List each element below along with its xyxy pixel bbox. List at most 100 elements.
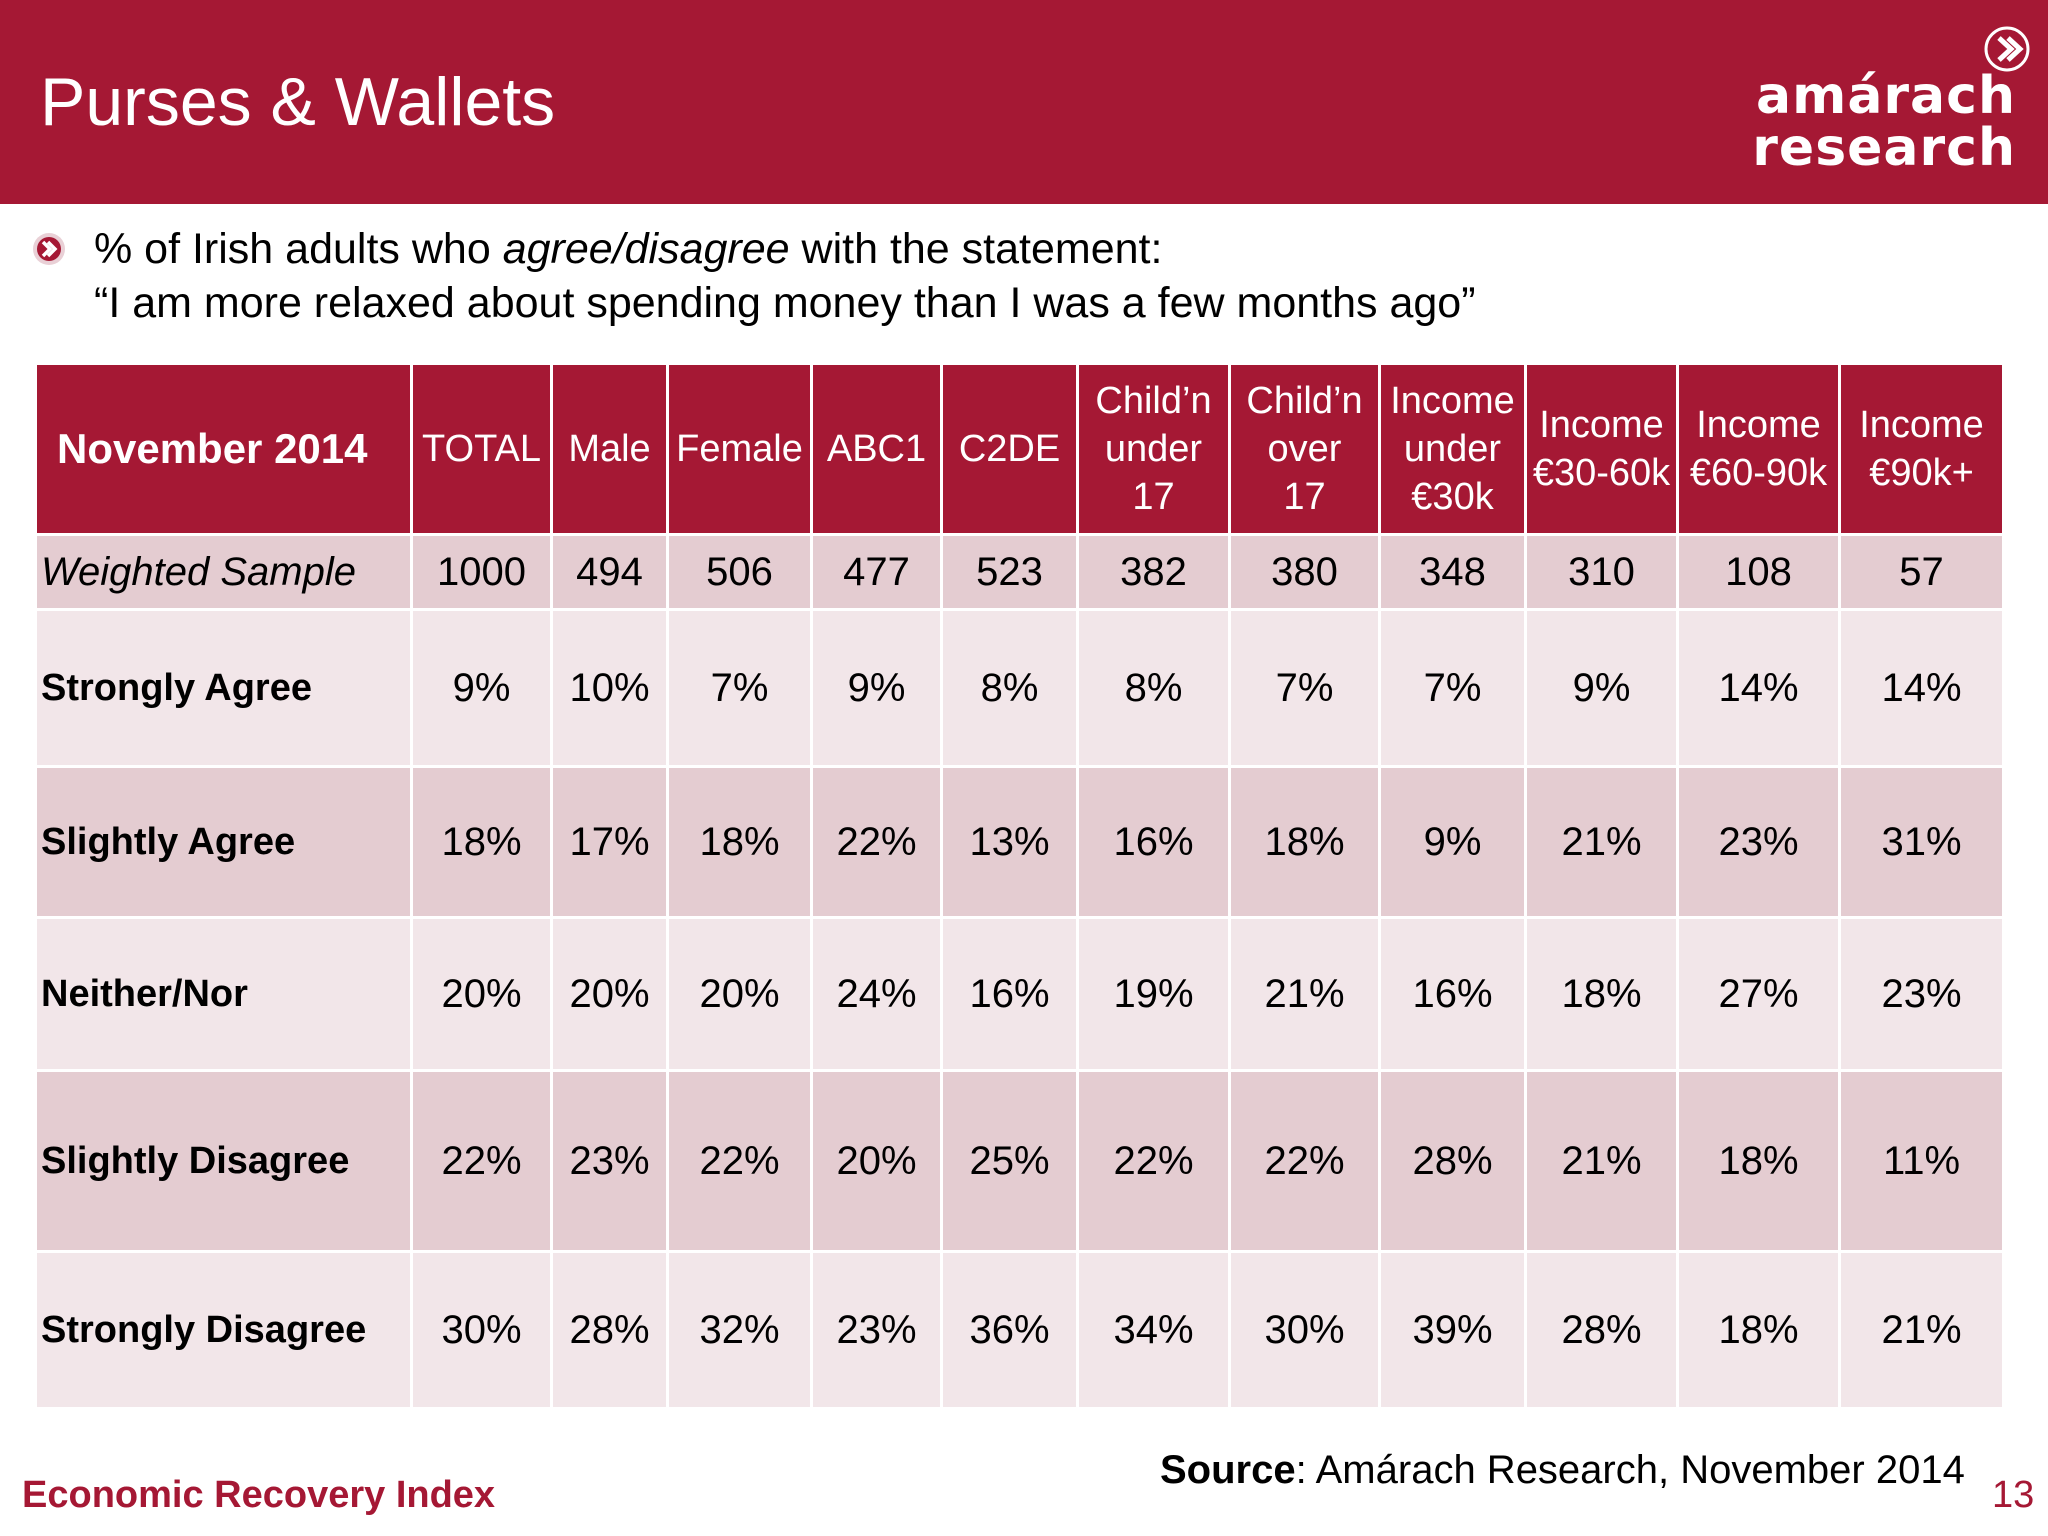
column-header-line: TOTAL <box>422 428 541 470</box>
column-header-line: over <box>1267 428 1342 470</box>
table-cell: 348 <box>1378 533 1527 611</box>
table-cell: 32% <box>666 1250 813 1410</box>
table-cell: 20% <box>666 916 813 1072</box>
row-label: Strongly Disagree <box>34 1250 413 1410</box>
table-cell: 57 <box>1838 533 2005 611</box>
page-number: 13 <box>1992 1474 2035 1516</box>
table-cell: 13% <box>940 765 1079 919</box>
table-header-row: November 2014 TOTAL Male Female ABC1 C2DE Chi… <box>34 362 2005 536</box>
column-header-line: Income <box>1539 404 1664 446</box>
header-bar: Purses & Wallets amárach research <box>0 0 2048 204</box>
row-label: Neither/Nor <box>34 916 413 1072</box>
table-cell: 23% <box>550 1069 669 1253</box>
table-cell: 31% <box>1838 765 2005 919</box>
column-header-line: Female <box>676 428 803 470</box>
table-cell: 9% <box>410 608 553 768</box>
source-text: : Amárach Research, November 2014 <box>1295 1448 1965 1492</box>
table-cell: 22% <box>410 1069 553 1253</box>
logo-chevron-icon <box>1984 26 2030 72</box>
column-header-line: Child’n <box>1095 380 1212 422</box>
table-cell: 22% <box>1076 1069 1231 1253</box>
source-label: Source <box>1160 1448 1296 1492</box>
table-cell: 23% <box>1838 916 2005 1072</box>
table-corner-label: November 2014 <box>34 362 413 536</box>
table-cell: 18% <box>1524 916 1679 1072</box>
table-cell: 477 <box>810 533 943 611</box>
table-cell: 20% <box>550 916 669 1072</box>
column-header: Child’n over 17 <box>1228 362 1381 536</box>
column-header-line: ABC1 <box>826 428 927 470</box>
table-cell: 8% <box>940 608 1079 768</box>
table-row: Slightly Agree 18% 17% 18% 22% 13% 16% 18% 9% 21%… <box>34 765 2005 919</box>
column-header: TOTAL <box>410 362 553 536</box>
table-cell: 18% <box>1676 1069 1841 1253</box>
slide-title: Purses & Wallets <box>40 64 556 140</box>
table-cell: 14% <box>1676 608 1841 768</box>
subtitle-suffix: with the statement: <box>789 225 1163 273</box>
table-cell: 7% <box>1228 608 1381 768</box>
table-cell: 17% <box>550 765 669 919</box>
table-cell: 27% <box>1676 916 1841 1072</box>
column-header-line: Male <box>568 428 651 470</box>
table-cell: 108 <box>1676 533 1841 611</box>
column-header-line: €90k+ <box>1869 452 1974 494</box>
column-header-line: Income <box>1859 404 1984 446</box>
logo-text-line1: amárach <box>1756 66 2016 126</box>
column-header-line: €30k <box>1411 476 1494 518</box>
table-cell: 380 <box>1228 533 1381 611</box>
table-cell: 16% <box>940 916 1079 1072</box>
logo-text-line2: research <box>1752 118 2016 178</box>
table-cell: 19% <box>1076 916 1231 1072</box>
table-cell: 21% <box>1524 765 1679 919</box>
chevron-bullet-icon <box>33 233 65 265</box>
table-cell: 16% <box>1076 765 1231 919</box>
table-cell: 7% <box>666 608 813 768</box>
table-cell: 28% <box>550 1250 669 1410</box>
column-header: Income €90k+ <box>1838 362 2005 536</box>
table-cell: 28% <box>1524 1250 1679 1410</box>
table-cell: 22% <box>666 1069 813 1253</box>
subtitle-prefix: % of Irish adults who <box>94 225 503 273</box>
table-cell: 10% <box>550 608 669 768</box>
table-cell: 14% <box>1838 608 2005 768</box>
column-header: Income €30-60k <box>1524 362 1679 536</box>
table-row: Slightly Disagree 22% 23% 22% 20% 25% 22% 22% 28… <box>34 1069 2005 1253</box>
table-cell: 34% <box>1076 1250 1231 1410</box>
table-cell: 24% <box>810 916 943 1072</box>
column-header-line: 17 <box>1283 476 1326 518</box>
table-cell: 28% <box>1378 1069 1527 1253</box>
row-label: Strongly Agree <box>34 608 413 768</box>
table-cell: 11% <box>1838 1069 2005 1253</box>
column-header: C2DE <box>940 362 1079 536</box>
table-cell: 18% <box>1228 765 1381 919</box>
table-row: Neither/Nor 20% 20% 20% 24% 16% 19% 21% 16% 18% 27… <box>34 916 2005 1072</box>
survey-table: November 2014 TOTAL Male Female ABC1 C2DE Chi… <box>34 362 2005 1410</box>
subtitle-emphasis: agree/disagree <box>502 225 790 273</box>
table-cell: 22% <box>810 765 943 919</box>
table-cell: 23% <box>810 1250 943 1410</box>
column-header: Male <box>550 362 669 536</box>
subtitle-line1: % of Irish adults who agree/disagree wit… <box>94 222 1476 276</box>
table-cell: 21% <box>1228 916 1381 1072</box>
table-cell: 18% <box>1676 1250 1841 1410</box>
column-header-line: €60-90k <box>1689 452 1828 494</box>
table-cell: 9% <box>1378 765 1527 919</box>
table-cell: 22% <box>1228 1069 1381 1253</box>
table-cell: 39% <box>1378 1250 1527 1410</box>
source-note: Source: Amárach Research, November 2014 <box>1160 1448 1965 1493</box>
table-cell: 506 <box>666 533 813 611</box>
table-cell: 16% <box>1378 916 1527 1072</box>
table-cell: 23% <box>1676 765 1841 919</box>
table-cell: 9% <box>1524 608 1679 768</box>
subtitle-line2: “I am more relaxed about spending money … <box>94 279 1476 327</box>
subtitle: % of Irish adults who agree/disagree wit… <box>94 222 1476 330</box>
table-cell: 18% <box>666 765 813 919</box>
column-header-line: under <box>1403 428 1502 470</box>
table-body: Weighted Sample 1000 494 506 477 523 382 380 348… <box>34 533 2005 1410</box>
column-header-line: Income <box>1390 380 1515 422</box>
row-label: Weighted Sample <box>34 533 413 611</box>
table-cell: 20% <box>810 1069 943 1253</box>
column-header: Child’n under 17 <box>1076 362 1231 536</box>
table-cell: 30% <box>410 1250 553 1410</box>
column-header: ABC1 <box>810 362 943 536</box>
